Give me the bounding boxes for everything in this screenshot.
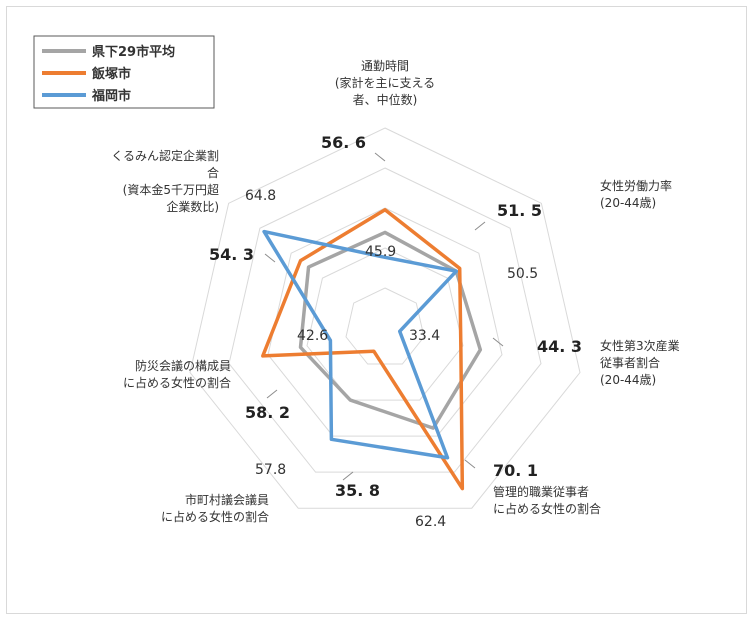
leader-line xyxy=(492,337,504,347)
grid-ring xyxy=(189,127,581,509)
axis-label-5: 防災会議の構成員に占める女性の割合 xyxy=(123,358,231,390)
series-line-1 xyxy=(261,208,465,491)
value-label-1: 50.5 xyxy=(507,266,538,282)
axis-label-line: (家計を主に支える xyxy=(335,75,435,90)
value-label-bold-0: 56. 6 xyxy=(321,133,366,152)
axis-label-line: (資本金5千万円超 xyxy=(123,182,219,197)
value-label-3: 62.4 xyxy=(415,514,446,530)
value-label-bold-5: 58. 2 xyxy=(245,403,290,422)
axis-label-line: (20-44歳) xyxy=(600,196,656,210)
series-line-2 xyxy=(262,229,458,460)
axis-label-4: 市町村議会議員に占める女性の割合 xyxy=(161,492,269,524)
value-label-5: 42.6 xyxy=(297,328,328,344)
axis-label-0: 通勤時間 (家計を主に支える者、中位数) xyxy=(335,59,435,107)
axis-label-line: 企業数比) xyxy=(166,199,219,214)
axis-label-2: 女性第3次産業従事者割合 (20-44歳) xyxy=(600,338,680,387)
axis-label-line: に占める女性の割合 xyxy=(161,509,269,524)
axis-label-line: 女性労働力率 xyxy=(600,178,672,193)
axis-label-1: 女性労働力率 (20-44歳) xyxy=(600,178,672,210)
value-label-bold-4: 35. 8 xyxy=(335,481,380,500)
axis-label-line: 防災会議の構成員 xyxy=(135,358,231,373)
value-label-bold-3: 70. 1 xyxy=(493,461,538,480)
axis-label-6: くるみん認定企業割合 (資本金5千万円超企業数比) xyxy=(111,148,219,214)
value-label-6: 64.8 xyxy=(245,188,276,204)
leader-line xyxy=(464,459,476,469)
axis-label-line: に占める女性の割合 xyxy=(493,501,601,516)
axis-label-line: (20-44歳) xyxy=(600,373,656,387)
leader-line xyxy=(266,389,278,399)
axis-label-3: 管理的職業従事者に占める女性の割合 xyxy=(493,484,601,516)
leader-line xyxy=(342,471,354,481)
value-label-0: 45.9 xyxy=(365,244,396,260)
grid-ring xyxy=(306,247,464,401)
axis-label-line: 合 xyxy=(207,165,219,180)
leader-line xyxy=(474,221,486,231)
leader-line xyxy=(374,152,386,162)
axis-label-line: 従事者割合 xyxy=(600,355,660,370)
value-label-2: 33.4 xyxy=(409,328,440,344)
legend-label-2: 福岡市 xyxy=(91,88,131,104)
axis-label-line: 女性第3次産業 xyxy=(600,338,680,353)
value-label-bold-6: 54. 3 xyxy=(209,245,254,264)
axis-label-line: に占める女性の割合 xyxy=(123,375,231,390)
axis-label-line: 市町村議会議員 xyxy=(185,492,269,507)
axis-label-line: くるみん認定企業割 xyxy=(111,148,219,163)
value-label-bold-2: 44. 3 xyxy=(537,337,582,356)
grid-ring xyxy=(228,167,542,473)
axis-label-line: 者、中位数) xyxy=(353,92,418,107)
axis-label-line: 管理的職業従事者 xyxy=(493,484,589,499)
legend-label-0: 県下29市平均 xyxy=(92,44,175,60)
leader-line xyxy=(264,253,276,263)
value-label-bold-1: 51. 5 xyxy=(497,201,542,220)
grid-ring xyxy=(345,287,425,365)
axis-label-line: 通勤時間 xyxy=(361,59,409,73)
legend-label-1: 飯塚市 xyxy=(91,66,131,82)
value-label-4: 57.8 xyxy=(255,462,286,478)
